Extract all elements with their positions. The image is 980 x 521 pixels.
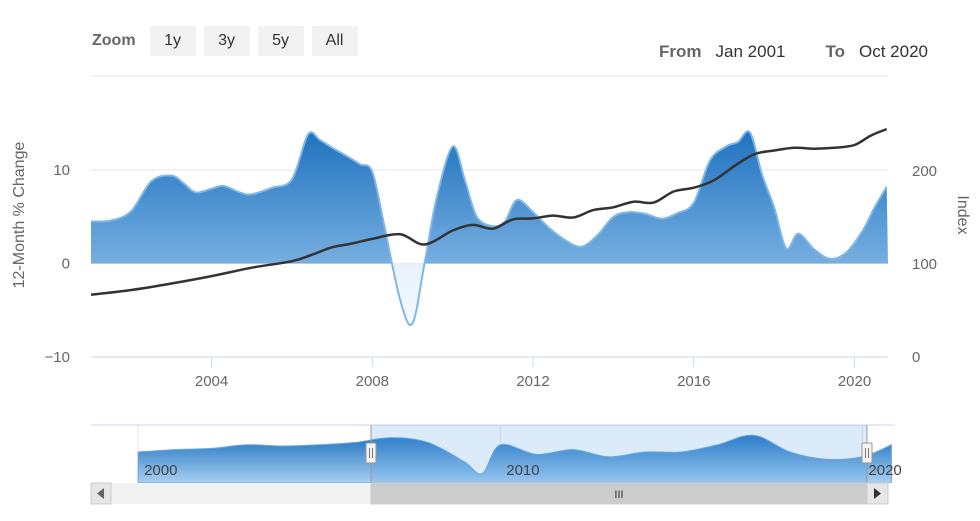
y-axis-title: 12-Month % Change (11, 142, 28, 289)
navigator-selected-range[interactable] (371, 425, 867, 483)
x-tick-label: 2020 (838, 373, 871, 390)
change-area-positive (91, 131, 888, 264)
scroll-right-arrow-icon (874, 488, 881, 499)
x-axis-ticks: 2004 2008 2012 2016 2020 (195, 357, 871, 390)
navigator-ticks: 2000 2010 2020 (144, 462, 902, 479)
to-label: To (825, 42, 845, 61)
from-label: From (659, 42, 702, 61)
scroll-left-arrow-icon (97, 488, 104, 499)
x-tick-label: 2004 (195, 373, 228, 390)
navigator-right-handle[interactable] (861, 442, 873, 464)
scroll-right-button[interactable] (866, 482, 889, 505)
x-tick-label: 2012 (516, 373, 549, 390)
x-tick-label: 2008 (356, 373, 389, 390)
navigator: 2000 2010 2020 (91, 424, 902, 483)
y2-axis-title: Index (954, 195, 971, 234)
zoom-3y-button[interactable]: 3y (203, 26, 250, 56)
date-range-selector: From Jan 2001 To Oct 2020 (659, 42, 928, 62)
to-date-input[interactable]: Oct 2020 (859, 42, 928, 61)
y2-axis-ticks: 0 100 200 (912, 163, 937, 366)
change-area-outline (91, 130, 888, 326)
zoom-all-button[interactable]: All (311, 26, 358, 56)
scrollbar-grip-icon: III (614, 489, 623, 501)
navigator-tick-label: 2010 (506, 462, 539, 479)
y2-tick-label: 200 (912, 163, 937, 180)
y-axis-ticks: −10 0 10 (45, 162, 70, 366)
zoom-toolbar: Zoom 1y 3y 5y All (92, 26, 366, 56)
from-date-input[interactable]: Jan 2001 (715, 42, 786, 61)
zoom-label: Zoom (92, 32, 136, 49)
navigator-tick-label: 2020 (868, 462, 901, 479)
zoom-5y-button[interactable]: 5y (257, 26, 304, 56)
zoom-1y-button[interactable]: 1y (149, 26, 196, 56)
y2-tick-label: 100 (912, 256, 937, 273)
navigator-left-handle[interactable] (365, 442, 377, 464)
y2-tick-label: 0 (912, 349, 920, 366)
y-tick-label: −10 (45, 349, 70, 366)
navigator-area (137, 434, 892, 483)
navigator-tick-label: 2000 (144, 462, 177, 479)
scroll-left-button[interactable] (90, 482, 112, 505)
y-tick-label: 10 (53, 162, 70, 179)
scrollbar: III (90, 482, 889, 505)
index-line (91, 127, 888, 296)
y-tick-label: 0 (62, 256, 70, 273)
x-tick-label: 2016 (677, 373, 710, 390)
